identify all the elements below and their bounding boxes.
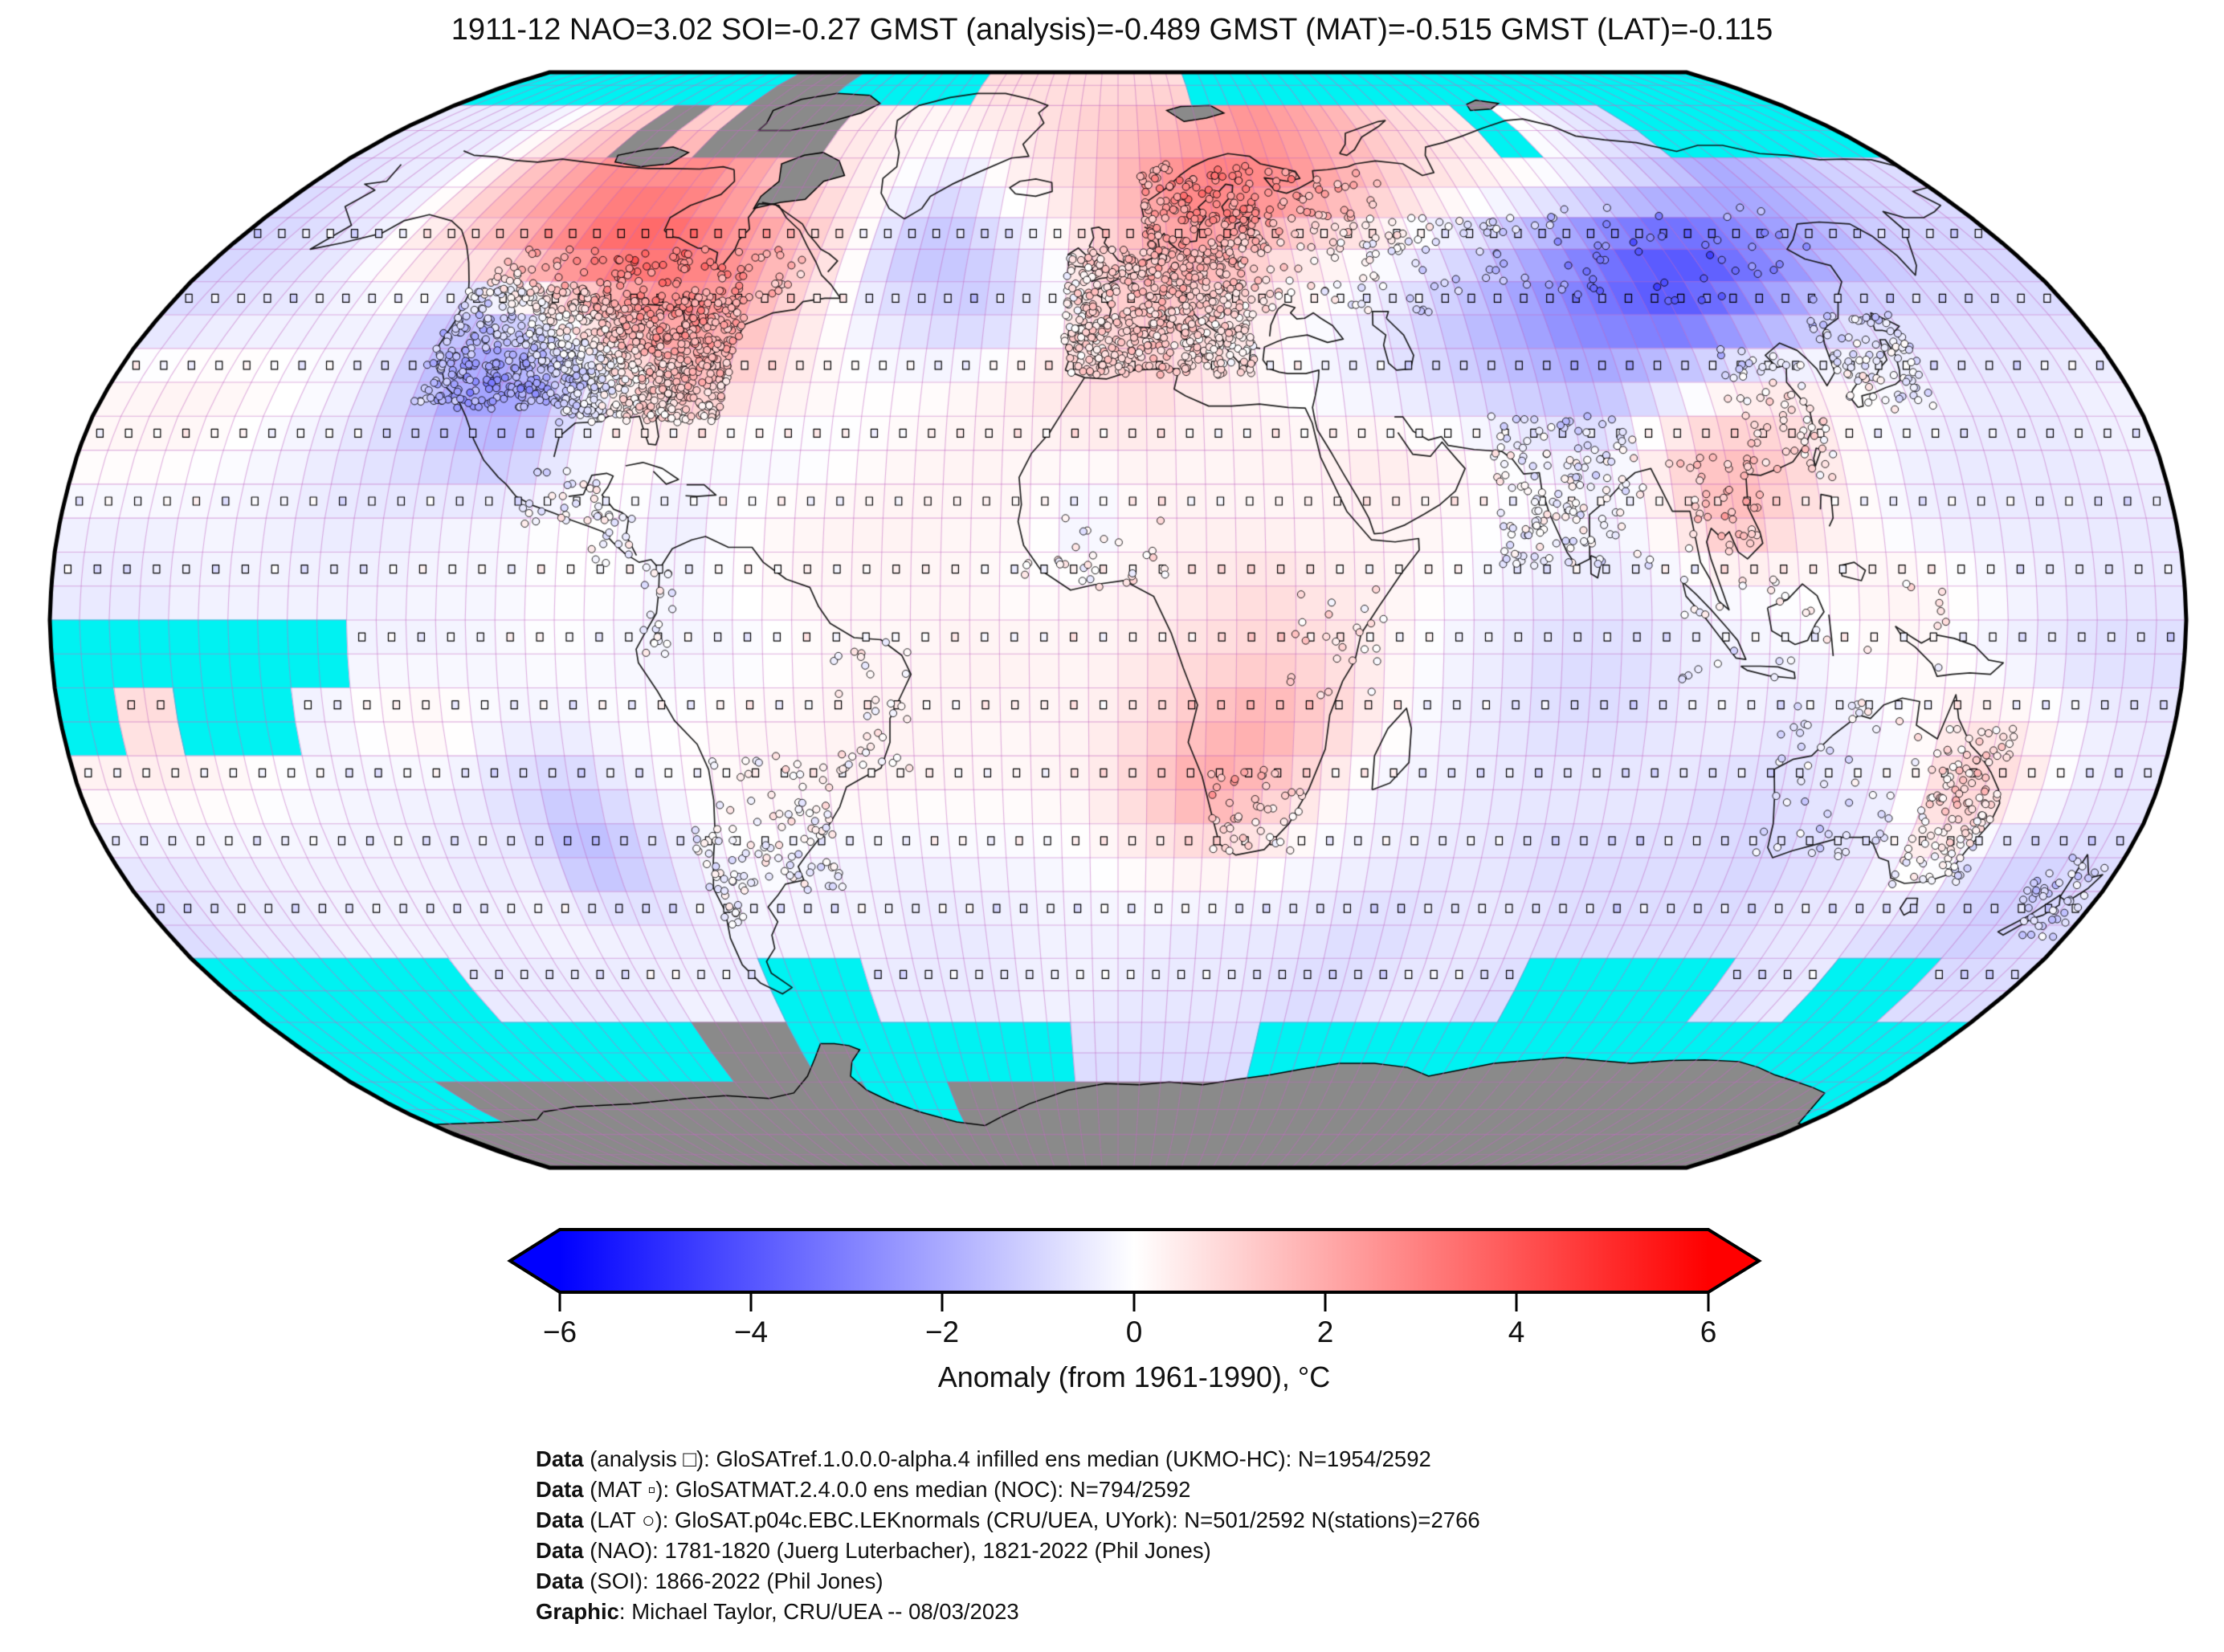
credit-line: Data (LAT ○): GloSAT.p04c.EBC.LEKnormals… (536, 1505, 1480, 1536)
colorbar-axis-label: Anomaly (from 1961-1990), °C (937, 1360, 1331, 1393)
colorbar-tick-label: 0 (1125, 1315, 1143, 1348)
colorbar-tick-label: −6 (542, 1315, 577, 1348)
credit-prefix: Data (536, 1446, 584, 1471)
credit-text: (analysis □): GloSATref.1.0.0.0-alpha.4 … (583, 1446, 1431, 1471)
credit-text: (SOI): 1866-2022 (Phil Jones) (583, 1568, 883, 1593)
colorbar-tick-label: −4 (733, 1315, 769, 1348)
world-anomaly-map-canvas (0, 0, 2224, 1221)
credit-prefix: Data (536, 1568, 584, 1593)
colorbar-ticks (558, 1292, 1710, 1311)
page-title: 1911-12 NAO=3.02 SOI=-0.27 GMST (analysi… (451, 13, 1773, 47)
credit-text: (NAO): 1781-1820 (Juerg Luterbacher), 18… (583, 1538, 1211, 1563)
credit-text: (MAT ▫): GloSATMAT.2.4.0.0 ens median (N… (583, 1477, 1191, 1502)
colorbar-gradient-bar (507, 1228, 1762, 1294)
credit-line: Data (MAT ▫): GloSATMAT.2.4.0.0 ens medi… (536, 1475, 1480, 1505)
credit-line: Data (SOI): 1866-2022 (Phil Jones) (536, 1566, 1480, 1597)
credit-line: Data (NAO): 1781-1820 (Juerg Luterbacher… (536, 1536, 1480, 1566)
credit-line: Graphic: Michael Taylor, CRU/UEA -- 08/0… (536, 1597, 1480, 1627)
colorbar-tick-label: 6 (1700, 1315, 1717, 1348)
colorbar (507, 1228, 1762, 1311)
credit-prefix: Data (536, 1477, 584, 1502)
colorbar-tick-label: −2 (924, 1315, 960, 1348)
credit-text: (LAT ○): GloSAT.p04c.EBC.LEKnormals (CRU… (583, 1507, 1480, 1532)
credit-line: Data (analysis □): GloSATref.1.0.0.0-alp… (536, 1444, 1480, 1475)
colorbar-tick-label: 2 (1316, 1315, 1334, 1348)
credit-prefix: Data (536, 1538, 584, 1563)
colorbar-tick-label: 4 (1508, 1315, 1525, 1348)
credits-block: Data (analysis □): GloSATref.1.0.0.0-alp… (536, 1444, 1480, 1627)
credit-prefix: Data (536, 1507, 584, 1532)
credit-prefix: Graphic (536, 1599, 619, 1624)
credit-text: : Michael Taylor, CRU/UEA -- 08/03/2023 (618, 1599, 1019, 1624)
